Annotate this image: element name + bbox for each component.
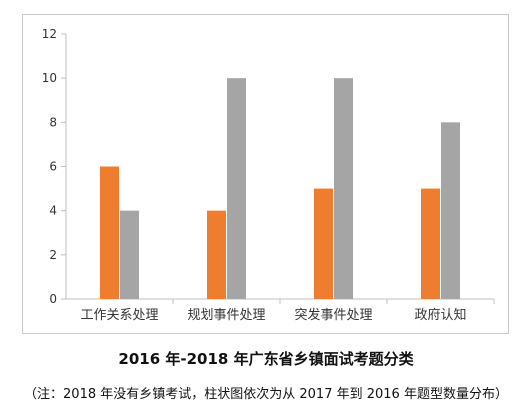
x-tick-label: 规划事件处理 [187, 308, 265, 323]
bar [227, 78, 246, 300]
x-tick-label: 突发事件处理 [294, 307, 372, 323]
x-tick-label: 政府认知 [414, 307, 466, 323]
y-tick-label: 8 [49, 115, 57, 129]
y-tick-label: 12 [42, 27, 57, 41]
bar [334, 78, 353, 300]
chart-title: 2016 年-2018 年广东省乡镇面试考题分类 [118, 350, 414, 368]
bar [207, 210, 226, 299]
bar [441, 122, 460, 299]
bar-chart: 0 2 4 6 8 10 12 工作关系处理 规划事件处理 突发事件处理 政府认知 [42, 27, 495, 323]
x-tick-label: 工作关系处理 [80, 308, 158, 323]
bar [421, 188, 440, 299]
bar [120, 210, 139, 299]
y-tick-label: 4 [49, 204, 57, 218]
y-tick-label: 10 [42, 71, 57, 85]
bar [100, 166, 119, 299]
y-tick-label: 6 [49, 160, 57, 174]
y-tick-label: 0 [49, 292, 57, 306]
chart-note: （注：2018 年没有乡镇考试，柱状图依次为从 2017 年到 2016 年题型… [24, 387, 508, 402]
bar [314, 188, 333, 299]
y-tick-label: 2 [49, 248, 57, 262]
